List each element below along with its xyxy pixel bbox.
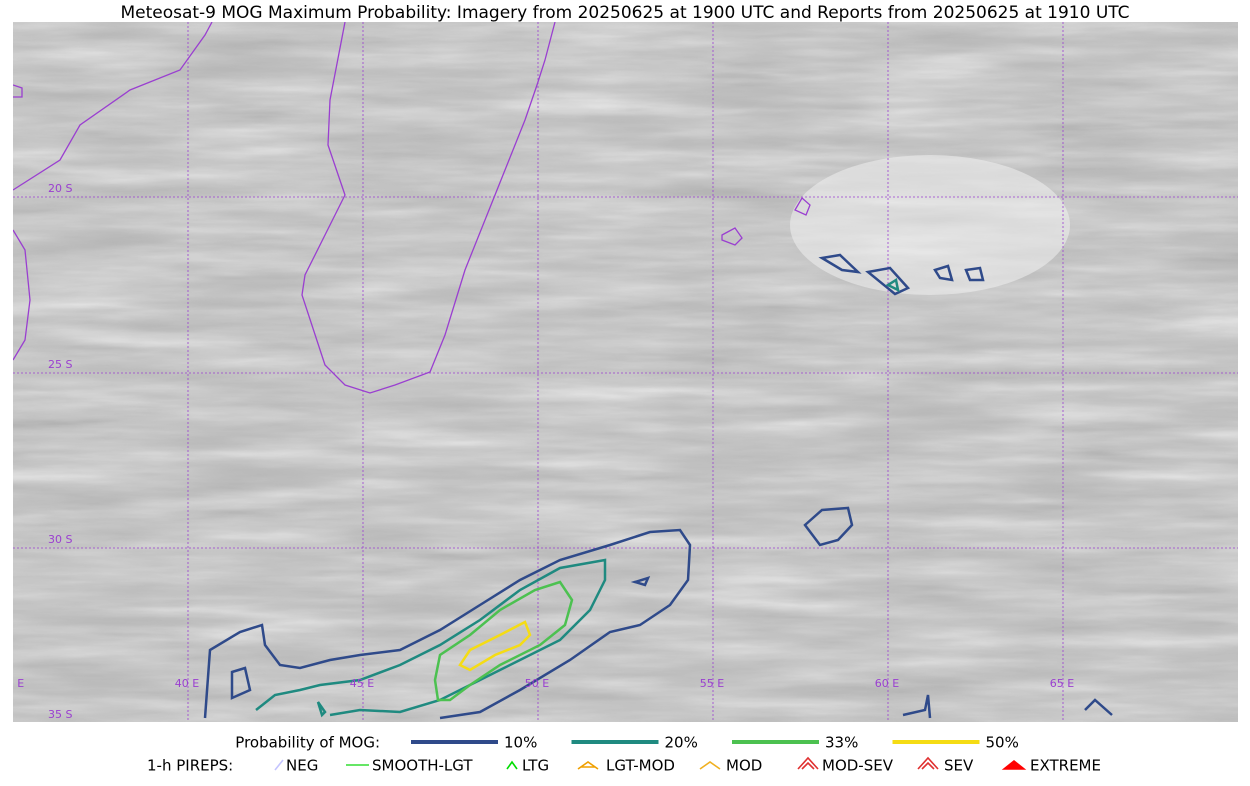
pirep-label: NEG xyxy=(286,757,318,775)
pirep-icon xyxy=(699,761,721,770)
pirep-title: 1-h PIREPS: xyxy=(147,757,233,775)
contour-0 xyxy=(203,528,692,720)
contour-2 xyxy=(433,580,574,702)
pirep-icon xyxy=(1001,759,1027,770)
pirep-icon xyxy=(797,756,819,770)
pirep-label: MOD xyxy=(726,757,762,775)
lat-label: 30 S xyxy=(48,533,72,546)
lon-label: 50 E xyxy=(525,677,549,690)
contour-0 xyxy=(230,666,252,700)
coastlines xyxy=(13,22,811,394)
contour-3 xyxy=(458,620,532,672)
legend-label: 10% xyxy=(504,734,537,752)
legend: Probability of MOG: 10% 20% 33% 50% 1-h PIREP… xyxy=(147,734,1101,775)
lat-label: 35 S xyxy=(48,708,72,721)
contours xyxy=(203,253,1113,720)
lon-label: 65 E xyxy=(1050,677,1074,690)
legend-label: 50% xyxy=(986,734,1019,752)
lon-label: 35 E xyxy=(0,677,24,690)
contour-0 xyxy=(964,266,985,282)
pirep-label: LGT-MOD xyxy=(606,757,675,775)
map: 20 S 25 S 30 S 35 S 35 E 40 E 45 E 50 E 55 E 60 E… xyxy=(0,22,1238,722)
lat-label: 20 S xyxy=(48,182,72,195)
pirep-icon xyxy=(506,760,518,770)
pirep-icon xyxy=(274,759,284,771)
title: Meteosat-9 MOG Maximum Probability: Imag… xyxy=(120,3,1129,23)
legend-label: 20% xyxy=(665,734,698,752)
contour-1 xyxy=(255,558,607,717)
contour-0 xyxy=(630,576,651,587)
graticule xyxy=(13,22,1238,722)
contour-1 xyxy=(885,277,900,293)
lat-label: 25 S xyxy=(48,358,72,371)
contour-0 xyxy=(865,266,911,296)
contour-0 xyxy=(1084,698,1113,716)
lon-label: 60 E xyxy=(875,677,899,690)
legend-label: 33% xyxy=(825,734,858,752)
contour-0 xyxy=(818,253,862,274)
legend-title: Probability of MOG: xyxy=(235,734,380,752)
pirep-label: SMOOTH-LGT xyxy=(372,757,473,775)
contour-1 xyxy=(316,701,327,718)
pirep-label: SEV xyxy=(944,757,974,775)
pirep-label: EXTREME xyxy=(1030,757,1101,775)
lon-label: 45 E xyxy=(350,677,374,690)
cloud-texture xyxy=(13,22,1238,722)
contour-0 xyxy=(803,506,854,547)
pirep-icon xyxy=(577,761,599,770)
pirep-icon xyxy=(917,756,939,770)
pirep-label: LTG xyxy=(522,757,549,775)
contour-0 xyxy=(933,264,954,282)
pirep-label: MOD-SEV xyxy=(822,757,894,775)
contour-0 xyxy=(902,694,932,719)
cloud-system xyxy=(790,155,1070,295)
lon-label: 55 E xyxy=(700,677,724,690)
lon-label: 40 E xyxy=(175,677,199,690)
